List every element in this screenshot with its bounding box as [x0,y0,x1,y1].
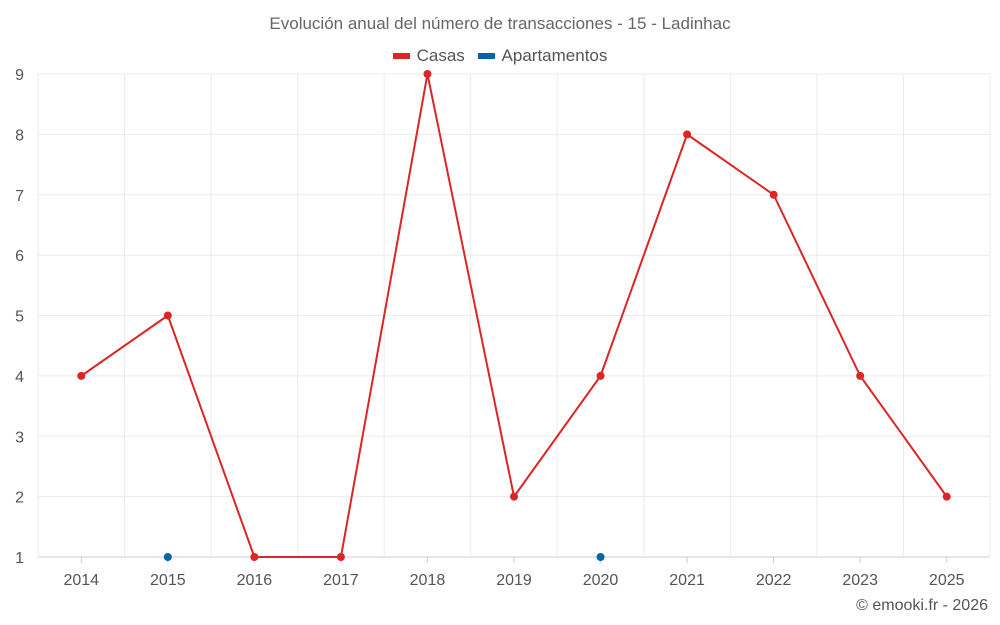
x-tick-label: 2023 [842,572,878,589]
legend-swatch-casas [392,53,410,59]
y-tick-label: 2 [15,490,24,507]
data-point-casas-2022 [769,190,778,199]
data-point-casas-2019 [510,492,518,501]
x-tick-label: 2016 [237,572,273,589]
credit-text: © emooki.fr - 2026 [856,597,988,614]
chart-title: Evolución anual del número de transaccio… [269,14,731,33]
legend-label-casas: Casas [416,46,465,65]
y-tick-label: 1 [15,550,24,567]
data-point-apartamentos-2020 [596,553,605,561]
x-tick-label: 2018 [410,572,446,589]
x-tick-label: 2021 [669,572,705,589]
y-tick-label: 3 [15,429,24,446]
legend-swatch-apartamentos [477,53,495,59]
x-tick-label: 2014 [63,572,99,589]
legend-item-apartamentos[interactable]: Apartamentos [477,46,608,66]
data-point-casas-2025 [942,492,951,501]
legend-label-apartamentos: Apartamentos [501,46,608,65]
x-tick-label: 2019 [496,572,532,589]
data-point-apartamentos-2015 [163,553,172,561]
data-point-casas-2014 [77,371,86,380]
data-point-casas-2020 [596,371,605,380]
legend: Casas Apartamentos [0,44,1000,66]
y-tick-label: 6 [15,248,24,265]
x-tick-label: 2015 [150,572,186,589]
y-tick-label: 7 [15,188,24,205]
y-tick-label: 4 [15,369,24,386]
data-point-casas-2021 [683,130,692,139]
data-point-casas-2018 [423,70,432,78]
data-point-casas-2016 [250,553,259,561]
data-point-casas-2023 [856,371,865,380]
x-tick-label: 2025 [929,572,965,589]
y-tick-label: 9 [15,67,24,84]
legend-item-casas[interactable]: Casas [392,46,465,66]
data-point-casas-2015 [163,311,172,320]
x-tick-label: 2017 [323,572,359,589]
data-point-casas-2017 [336,553,345,561]
x-tick-label: 2020 [583,572,619,589]
y-tick-label: 5 [15,309,24,326]
y-tick-label: 8 [15,127,24,144]
x-tick-label: 2022 [756,572,792,589]
